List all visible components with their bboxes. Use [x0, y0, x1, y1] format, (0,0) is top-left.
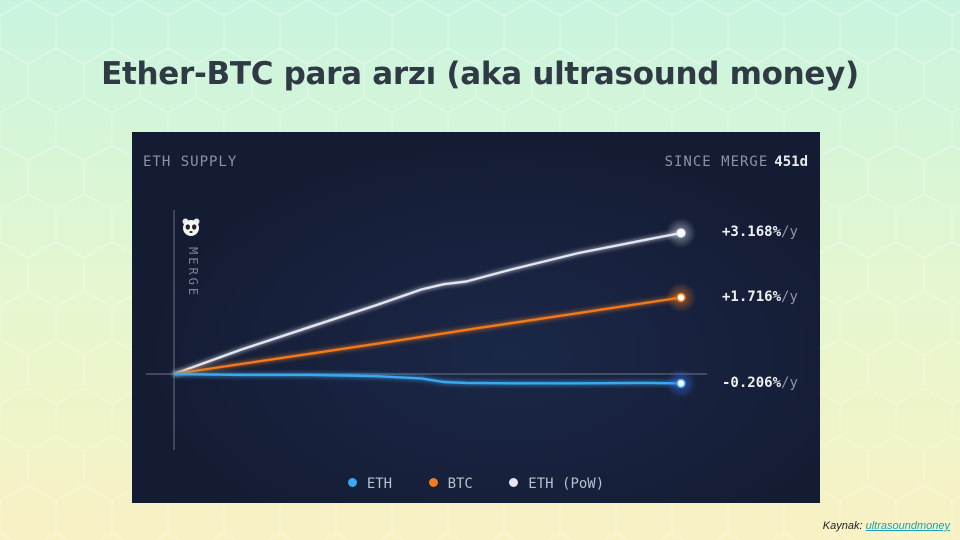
- series-line-btc: [173, 296, 682, 376]
- endpoint-dot-eth: [676, 378, 686, 389]
- legend-dot-eth-pow: [509, 478, 519, 487]
- eth-rate-value: -0.206%: [722, 375, 782, 391]
- legend-dot-btc: [428, 478, 438, 487]
- eth-pow-rate: +3.168%/y: [722, 224, 798, 240]
- since-merge-text: SINCE MERGE: [664, 154, 769, 170]
- merge-label: MERGE: [186, 247, 200, 299]
- eth-pow-rate-unit: /y: [781, 224, 798, 240]
- chart-legend: ETH BTC ETH (PoW): [132, 476, 820, 492]
- panel-glow: [132, 132, 820, 503]
- legend-item-eth-pow[interactable]: ETH (PoW): [509, 476, 604, 492]
- btc-rate-value: +1.716%: [722, 289, 782, 305]
- legend-label-eth-pow: ETH (PoW): [528, 476, 605, 492]
- supply-chart: [146, 210, 707, 450]
- chart-panel: ETH SUPPLY SINCE MERGE 451d MERGE +3.168%…: [132, 132, 820, 503]
- source-link[interactable]: ultrasoundmoney: [865, 520, 950, 532]
- series-line-eth-pow: [173, 231, 682, 376]
- legend-label-btc: BTC: [447, 476, 473, 492]
- since-merge-label: SINCE MERGE 451d: [665, 154, 808, 170]
- panda-icon: [182, 218, 200, 236]
- source-prefix: Kaynak:: [822, 520, 863, 532]
- endpoint-dot-btc: [676, 292, 686, 303]
- slide-title: Ether-BTC para arzı (aka ultrasound mone…: [101, 56, 859, 92]
- source-credit: Kaynak: ultrasoundmoney: [823, 520, 950, 532]
- endpoint-dot-eth-pow: [676, 228, 686, 238]
- eth-rate-unit: /y: [781, 375, 798, 391]
- legend-label-eth: ETH: [366, 476, 393, 492]
- eth-supply-label: ETH SUPPLY: [143, 154, 238, 170]
- series-line-eth: [173, 372, 682, 385]
- legend-item-eth[interactable]: ETH: [347, 476, 393, 492]
- eth-pow-rate-value: +3.168%: [722, 224, 782, 240]
- eth-rate: -0.206%/y: [722, 375, 798, 391]
- btc-rate: +1.716%/y: [722, 289, 798, 305]
- legend-item-btc[interactable]: BTC: [428, 476, 473, 492]
- btc-rate-unit: /y: [781, 289, 798, 305]
- legend-dot-eth: [347, 478, 357, 487]
- since-merge-days: 451d: [774, 154, 808, 170]
